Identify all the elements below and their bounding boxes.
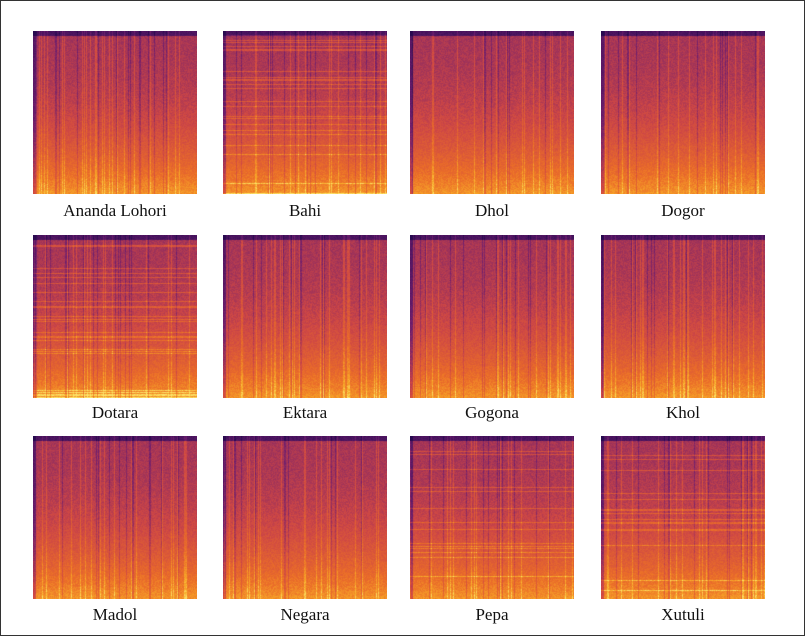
panel-label: Dhol [475,201,509,220]
panel-label: Ananda Lohori [63,201,167,220]
panel-label: Madol [92,605,138,624]
spectrogram-ananda-lohori [33,31,197,194]
panel-label: Dogor [661,201,705,220]
panel-label: Khol [666,403,700,422]
panel-label: Negara [280,605,330,624]
panel-label: Bahi [288,201,322,220]
spectrogram-bahi [223,31,387,194]
panel-label: Xutuli [661,605,705,624]
spectrogram-gogona [410,235,574,398]
panel-label: Gogona [465,403,519,422]
spectrogram-ektara [223,235,387,398]
panel-label: Dotara [91,403,139,422]
spectrogram-dotara [33,235,197,398]
spectrogram-negara [223,436,387,599]
panel-label: Pepa [475,605,509,624]
panel-label: Ektara [282,403,328,422]
spectrogram-dogor [601,31,765,194]
spectrogram-khol [601,235,765,398]
spectrogram-xutuli [601,436,765,599]
spectrogram-madol [33,436,197,599]
spectrogram-dhol [410,31,574,194]
spectrogram-pepa [410,436,574,599]
